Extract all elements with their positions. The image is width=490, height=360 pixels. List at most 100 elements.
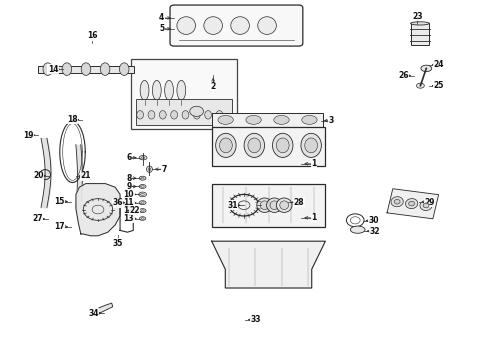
Text: 20: 20	[33, 171, 44, 180]
Text: 29: 29	[424, 198, 435, 207]
Ellipse shape	[246, 116, 261, 124]
Text: 31: 31	[227, 201, 238, 210]
Ellipse shape	[190, 106, 203, 116]
Text: 36: 36	[112, 198, 123, 207]
Ellipse shape	[141, 157, 145, 159]
Bar	[212, 184, 325, 227]
Bar	[38, 66, 134, 73]
Ellipse shape	[216, 133, 236, 157]
Polygon shape	[96, 303, 113, 314]
Ellipse shape	[139, 217, 146, 220]
Ellipse shape	[272, 133, 293, 157]
Ellipse shape	[276, 198, 292, 212]
Ellipse shape	[40, 170, 50, 180]
Ellipse shape	[409, 201, 415, 206]
Ellipse shape	[305, 138, 318, 153]
Ellipse shape	[139, 156, 147, 160]
Ellipse shape	[260, 201, 269, 210]
Ellipse shape	[62, 63, 72, 76]
Ellipse shape	[257, 198, 272, 212]
Text: 21: 21	[80, 171, 91, 180]
Ellipse shape	[276, 138, 289, 153]
Text: 25: 25	[433, 81, 444, 90]
Text: 16: 16	[87, 31, 98, 40]
Text: 23: 23	[412, 12, 423, 21]
Text: 22: 22	[129, 206, 140, 215]
Bar	[212, 113, 323, 127]
Text: 14: 14	[48, 65, 58, 74]
Text: 10: 10	[123, 190, 134, 199]
Ellipse shape	[141, 177, 144, 179]
Ellipse shape	[248, 138, 261, 153]
Ellipse shape	[220, 138, 232, 153]
Text: 35: 35	[112, 238, 123, 248]
Text: 8: 8	[126, 174, 131, 183]
Text: 32: 32	[369, 227, 380, 236]
Text: 6: 6	[126, 153, 131, 162]
Ellipse shape	[350, 226, 365, 233]
Bar	[212, 127, 325, 166]
Ellipse shape	[231, 17, 249, 34]
Ellipse shape	[141, 210, 144, 211]
Ellipse shape	[139, 201, 146, 204]
Ellipse shape	[204, 17, 222, 34]
Ellipse shape	[244, 133, 265, 157]
Ellipse shape	[147, 166, 152, 172]
Ellipse shape	[139, 185, 146, 189]
Ellipse shape	[120, 63, 129, 76]
Text: 7: 7	[162, 165, 167, 174]
Polygon shape	[387, 189, 439, 219]
Ellipse shape	[394, 199, 400, 204]
Ellipse shape	[421, 65, 432, 72]
Ellipse shape	[141, 202, 144, 203]
Ellipse shape	[267, 198, 282, 212]
Ellipse shape	[416, 83, 424, 88]
Ellipse shape	[205, 111, 212, 119]
Text: 19: 19	[23, 130, 34, 139]
Text: 4: 4	[159, 13, 164, 22]
Text: 26: 26	[398, 71, 409, 80]
Ellipse shape	[165, 80, 173, 100]
Ellipse shape	[43, 63, 52, 76]
Ellipse shape	[423, 203, 429, 208]
Ellipse shape	[177, 17, 196, 34]
Ellipse shape	[280, 201, 289, 210]
Ellipse shape	[302, 116, 317, 124]
Text: 9: 9	[126, 182, 131, 191]
Text: 13: 13	[123, 214, 134, 223]
Text: 24: 24	[433, 60, 444, 69]
Ellipse shape	[411, 22, 429, 25]
Ellipse shape	[159, 111, 166, 119]
Ellipse shape	[139, 209, 146, 212]
Ellipse shape	[152, 80, 161, 100]
Bar	[136, 99, 232, 125]
Text: 3: 3	[328, 116, 333, 125]
Ellipse shape	[137, 111, 144, 119]
Text: 28: 28	[294, 198, 304, 207]
Text: 5: 5	[159, 24, 164, 33]
Ellipse shape	[258, 17, 276, 34]
Bar	[411, 23, 429, 45]
Ellipse shape	[274, 116, 289, 124]
Ellipse shape	[171, 111, 177, 119]
Ellipse shape	[270, 201, 279, 210]
Text: 30: 30	[368, 216, 379, 225]
Ellipse shape	[139, 176, 146, 180]
Ellipse shape	[182, 111, 189, 119]
Ellipse shape	[140, 80, 149, 100]
Text: 27: 27	[32, 214, 43, 223]
Ellipse shape	[194, 111, 200, 119]
Polygon shape	[76, 184, 120, 236]
Text: 15: 15	[54, 197, 65, 206]
Text: 12: 12	[123, 206, 134, 215]
Text: 33: 33	[250, 315, 261, 324]
Ellipse shape	[148, 111, 155, 119]
Ellipse shape	[141, 186, 144, 187]
Polygon shape	[212, 241, 325, 288]
Ellipse shape	[122, 198, 131, 206]
Ellipse shape	[301, 133, 321, 157]
Ellipse shape	[81, 63, 91, 76]
Text: 1: 1	[311, 213, 316, 222]
Ellipse shape	[216, 111, 223, 119]
Ellipse shape	[141, 193, 145, 195]
